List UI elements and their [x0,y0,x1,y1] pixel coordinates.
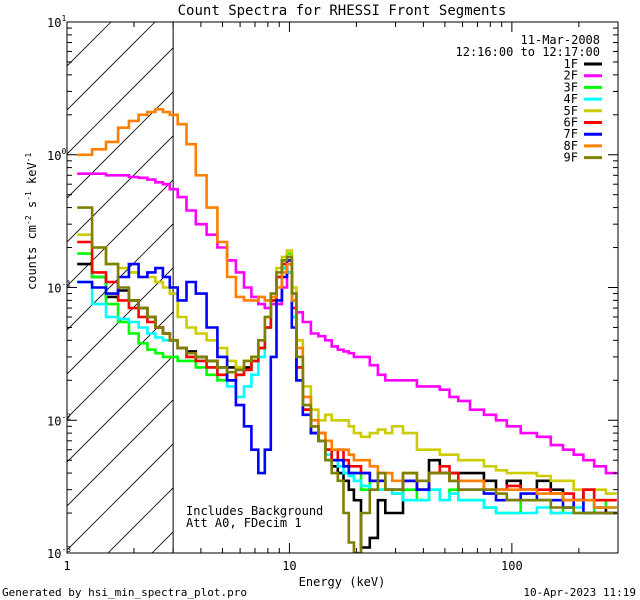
series-9F [77,206,617,553]
legend-label-8F: 8F [564,139,578,153]
y-tick-label: 10-2 [47,412,71,428]
hatch-line [67,267,174,375]
legend-label-6F: 6F [564,116,578,130]
y-tick-label: 100 [47,147,66,163]
series-1F [77,262,617,549]
legend-label-2F: 2F [564,69,578,83]
series-7F [77,259,617,515]
legend-label-4F: 4F [564,92,578,106]
date-label: 11-Mar-2008 [521,33,600,47]
note-attenuator: Att A0, FDecim 1 [186,516,302,530]
y-tick-label: 101 [47,14,66,30]
x-tick-label: 10 [282,559,296,573]
y-tick-label: 10-1 [47,280,71,296]
legend-label-3F: 3F [564,80,578,94]
legend-label-9F: 9F [564,151,578,165]
timestamp-label: 10-Apr-2023 11:19 [523,586,636,599]
note-background: Includes Background [186,504,323,518]
generated-by-label: Generated by hsi_min_spectra_plot.pro [2,586,247,599]
hatch-line [67,47,174,155]
y-tick-labels: 101 100 10-1 10-2 10-3 [47,14,71,561]
hatch-line [67,223,174,331]
axis-ticks [66,21,619,554]
x-tick-label: 100 [501,559,523,573]
legend-label-7F: 7F [564,127,578,141]
x-axis-label: Energy (keV) [299,575,386,589]
hatch-line [67,399,174,507]
y-axis-label: counts cm-2 s-1 keV-1 [24,153,39,290]
series-5F [77,233,617,495]
chart-title: Count Spectra for RHESSI Front Segments [178,3,507,19]
x-tick-label: 1 [63,559,70,573]
hatch-line [67,443,174,551]
legend-label-1F: 1F [564,57,578,71]
series-2F [77,172,617,475]
time-range-label: 12:16:00 to 12:17:00 [456,45,601,59]
legend-label-5F: 5F [564,104,578,118]
series-layer [77,108,617,553]
series-8F [77,108,617,509]
x-tick-labels: 1 10 100 [63,559,522,573]
hatch-line [67,22,156,111]
y-tick-label: 10-3 [47,545,71,561]
